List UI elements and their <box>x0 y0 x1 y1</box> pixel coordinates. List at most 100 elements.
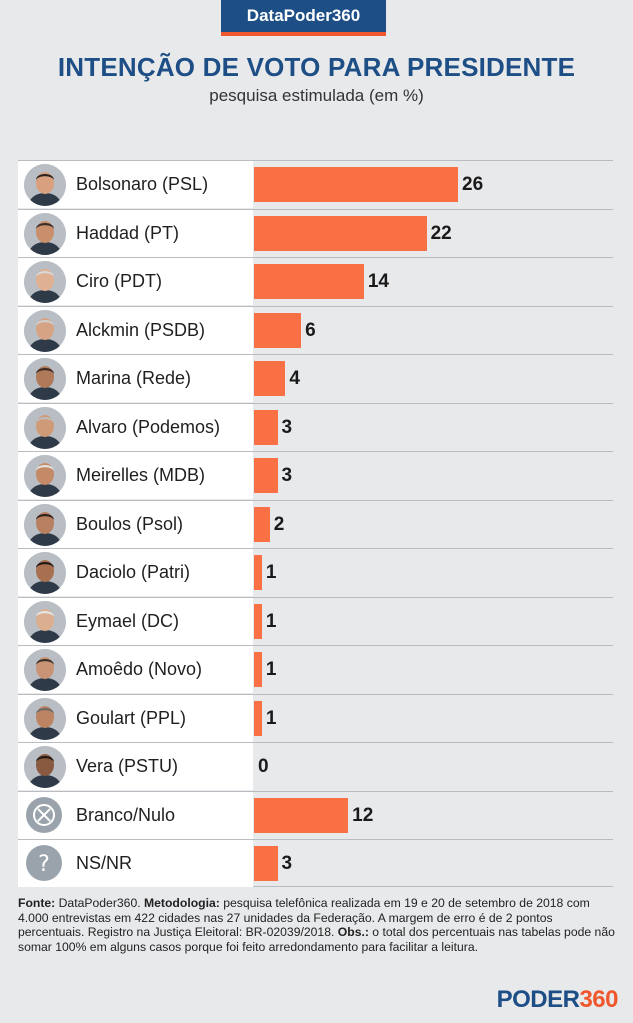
candidate-photo <box>24 649 66 691</box>
row-label-cell: Meirelles (MDB) <box>18 452 253 499</box>
candidate-name: Ciro (PDT) <box>76 271 162 291</box>
chart-row: Branco/Nulo 12 <box>18 790 613 839</box>
poder360-logo: PODER360 <box>496 986 619 1014</box>
candidate-name: Eymael (DC) <box>76 610 180 631</box>
bar <box>254 846 278 881</box>
bar-value-label: 22 <box>430 222 452 244</box>
chart-row: Bolsonaro (PSL) 26 <box>18 160 613 208</box>
candidate-photo <box>24 212 66 255</box>
chart-row: Vera (PSTU) 0 <box>18 742 613 790</box>
candidate-photo <box>24 406 66 449</box>
chart-row: Ciro (PDT) 14 <box>18 257 613 305</box>
candidate-name: Alvaro (Podemos) <box>76 416 221 437</box>
row-label-cell: Amoêdo (Novo) <box>18 646 253 693</box>
chart-row: Meirelles (MDB) 3 <box>18 451 613 499</box>
bar-value-label: 1 <box>265 562 277 583</box>
bar-value-label: 2 <box>273 513 285 535</box>
candidate-photo <box>24 455 66 497</box>
method-text: pesquisa telefônica realizada em 19 e 20… <box>18 896 590 939</box>
chart-row: Haddad (PT) 22 <box>18 208 613 257</box>
chart-row: Amoêdo (Novo) 1 <box>18 645 613 693</box>
bar-value-label: 1 <box>265 610 277 632</box>
obs-label: Obs.: <box>337 925 369 939</box>
row-label-cell: Alckmin (PSDB) <box>18 306 253 354</box>
bar <box>254 797 349 833</box>
question-circle-icon: ? <box>26 845 62 881</box>
chart-row: Boulos (Psol) 2 <box>18 499 613 548</box>
chart-row: Eymael (DC) 1 <box>18 596 613 645</box>
candidate-name: Marina (Rede) <box>76 368 192 388</box>
chart-subtitle: pesquisa estimulada (em %) <box>209 86 424 105</box>
row-label-cell: Ciro (PDT) <box>18 258 253 305</box>
bar-value-label: 26 <box>462 174 484 195</box>
bar-value-label: 6 <box>305 319 316 341</box>
candidate-name: Haddad (PT) <box>76 222 180 243</box>
bar <box>254 215 427 251</box>
method-label: Metodologia: <box>144 896 220 910</box>
bar <box>254 506 270 542</box>
candidate-photo <box>24 164 66 206</box>
source-label: Fonte: <box>18 896 56 910</box>
candidate-name: Meirelles (MDB) <box>76 465 206 485</box>
candidate-photo <box>24 552 66 594</box>
row-label-cell: Bolsonaro (PSL) <box>18 161 253 208</box>
row-label-cell: Boulos (Psol) <box>18 500 253 548</box>
bar-chart: Bolsonaro (PSL) 26 Haddad (PT) 22 Ciro (PDT)… <box>18 160 613 888</box>
bar <box>254 700 262 736</box>
svg-text:?: ? <box>38 852 50 877</box>
logo-accent: 360 <box>579 986 618 1013</box>
candidate-name: Daciolo (Patri) <box>76 562 191 582</box>
candidate-name: NS/NR <box>76 853 133 873</box>
row-label-cell: Branco/Nulo <box>18 791 253 839</box>
chart-row: Alckmin (PSDB) 6 <box>18 305 613 354</box>
bar <box>254 555 262 590</box>
bar-value-label: 1 <box>265 707 277 729</box>
candidate-name: Amoêdo (Novo) <box>76 659 203 679</box>
bar <box>254 167 458 202</box>
chart-row: Daciolo (Patri) 1 <box>18 548 613 596</box>
candidate-name: Goulart (PPL) <box>76 707 187 728</box>
chart-title: INTENÇÃO DE VOTO PARA PRESIDENTE <box>57 52 576 82</box>
bar-value-label: 14 <box>367 271 389 292</box>
candidate-photo <box>24 358 66 400</box>
candidate-photo <box>24 503 66 546</box>
bar-value-label: 3 <box>281 853 293 874</box>
row-label-cell: Eymael (DC) <box>18 597 253 645</box>
bar-value-label: 3 <box>281 465 293 486</box>
candidate-photo <box>24 697 66 740</box>
candidate-name: Alckmin (PSDB) <box>76 319 206 340</box>
candidate-name: Bolsonaro (PSL) <box>76 174 209 194</box>
bar-value-label: 12 <box>352 804 374 826</box>
row-label-cell: Alvaro (Podemos) <box>18 403 253 451</box>
bar <box>254 264 364 299</box>
candidate-name: Vera (PSTU) <box>76 756 179 776</box>
obs-text: o total dos percentuais nas tabelas pode… <box>18 925 615 954</box>
logo-main: PODER <box>496 986 580 1013</box>
bar <box>254 603 262 639</box>
candidate-photo <box>24 600 66 643</box>
footer-note: Fonte: DataPoder360. Metodologia: pesqui… <box>18 896 618 954</box>
bar-value-label: 3 <box>281 416 293 438</box>
candidate-name: Boulos (Psol) <box>76 513 184 534</box>
row-label-cell: Goulart (PPL) <box>18 694 253 742</box>
chart-row: Alvaro (Podemos) 3 <box>18 402 613 451</box>
bar <box>254 458 278 493</box>
row-label-cell: Marina (Rede) <box>18 355 253 402</box>
row-label-cell: Daciolo (Patri) <box>18 549 253 596</box>
chart-row: Marina (Rede) 4 <box>18 354 613 402</box>
bar <box>254 361 286 396</box>
chart-row: Goulart (PPL) 1 <box>18 693 613 742</box>
bar <box>254 312 302 348</box>
bar-value-label: 4 <box>289 368 300 389</box>
candidate-photo <box>24 261 66 303</box>
candidate-photo <box>24 746 66 788</box>
candidate-name: Branco/Nulo <box>76 804 176 825</box>
bar <box>254 409 278 445</box>
row-label-cell: Haddad (PT) <box>18 209 253 257</box>
bar-value-label: 1 <box>265 659 277 680</box>
candidate-photo <box>24 309 66 352</box>
bar <box>254 652 262 687</box>
brand-tab: DataPoder360 <box>221 0 386 36</box>
chart-row: ? NS/NR 3 <box>18 839 613 887</box>
source-text: DataPoder360. <box>55 896 144 910</box>
